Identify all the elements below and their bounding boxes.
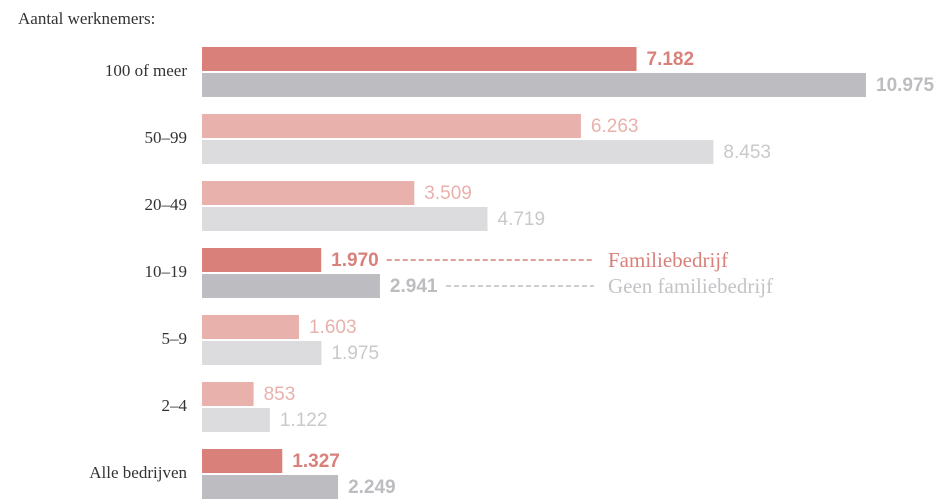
value-label: 853 xyxy=(264,384,296,405)
category-label: Alle bedrijven xyxy=(89,463,187,482)
value-label: 8.453 xyxy=(723,142,771,163)
value-label: 1.970 xyxy=(331,250,379,271)
legend-label: Familiebedrijf xyxy=(608,248,728,272)
value-label: 2.249 xyxy=(348,477,396,498)
value-label: 4.719 xyxy=(498,209,546,230)
value-label: 2.941 xyxy=(390,276,438,297)
bar xyxy=(202,274,380,298)
value-label: 1.603 xyxy=(309,317,357,338)
value-label: 6.263 xyxy=(591,116,639,137)
value-label: 7.182 xyxy=(647,49,695,70)
chart-title: Aantal werknemers: xyxy=(18,9,155,28)
bar xyxy=(202,449,283,473)
value-label: 10.975 xyxy=(876,75,935,96)
category-label: 5–9 xyxy=(162,329,188,348)
category-label: 2–4 xyxy=(162,396,188,415)
bar xyxy=(202,47,637,71)
bar xyxy=(202,207,488,231)
bar xyxy=(202,382,254,406)
value-label: 1.975 xyxy=(331,343,379,364)
category-label: 100 of meer xyxy=(105,61,187,80)
category-label: 20–49 xyxy=(145,195,188,214)
legend-label: Geen familiebedrijf xyxy=(608,274,773,298)
value-label: 1.122 xyxy=(280,410,328,431)
bar xyxy=(202,114,581,138)
category-label: 50–99 xyxy=(145,128,188,147)
bar xyxy=(202,181,415,205)
bar xyxy=(202,73,866,97)
value-label: 1.327 xyxy=(292,451,340,472)
bar xyxy=(202,315,299,339)
bar xyxy=(202,248,322,272)
bar xyxy=(202,475,339,499)
category-label: 10–19 xyxy=(145,262,188,281)
bar xyxy=(202,341,322,365)
bar xyxy=(202,408,270,432)
bar xyxy=(202,140,714,164)
value-label: 3.509 xyxy=(424,183,472,204)
